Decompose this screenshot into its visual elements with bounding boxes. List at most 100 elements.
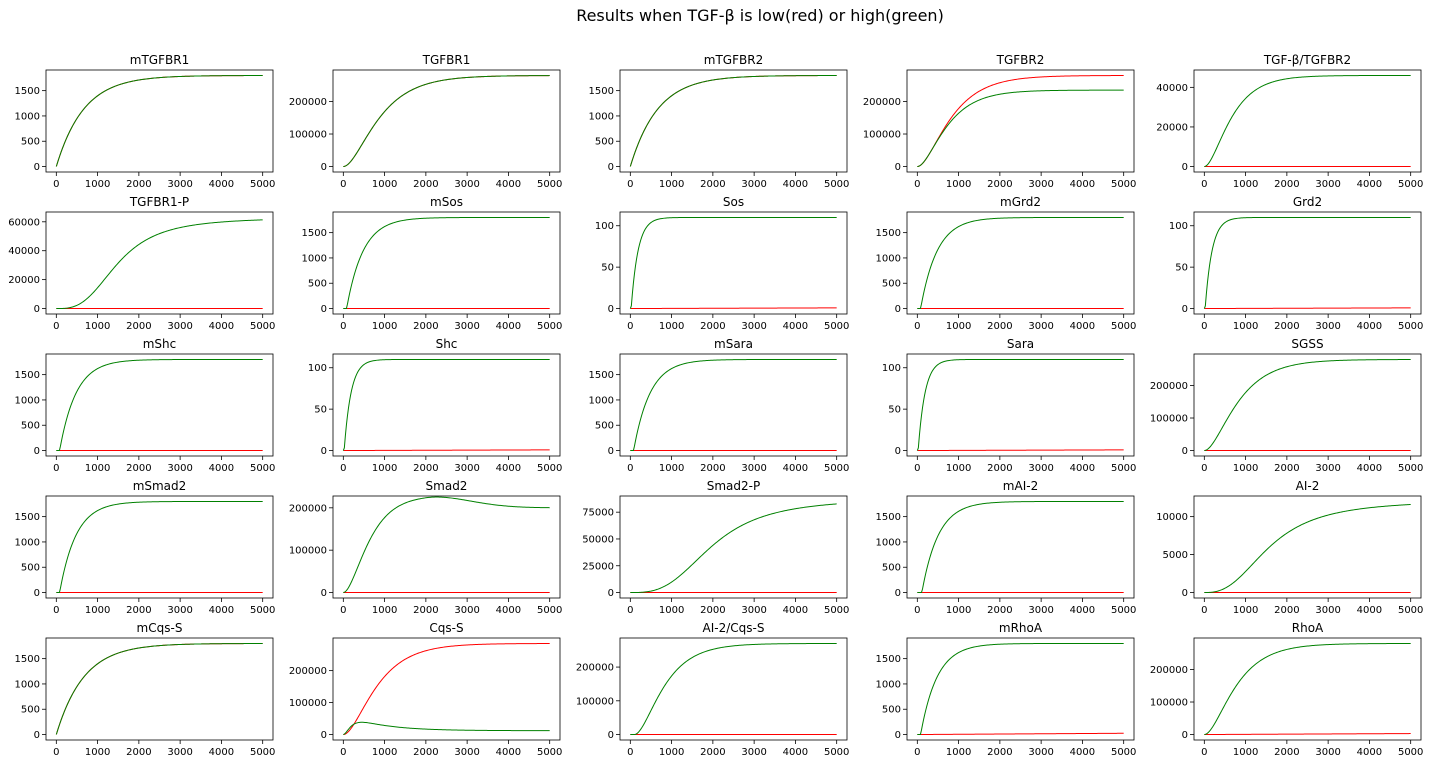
x-tick-label: 1000: [1233, 179, 1258, 190]
subplot-title: Smad2-P: [707, 479, 760, 493]
x-tick-label: 1000: [85, 605, 110, 616]
y-tick-label: 200000: [1150, 381, 1188, 392]
subplot-title: mShc: [143, 337, 177, 351]
high-tgf-line: [1204, 504, 1411, 594]
y-tick-label: 25000: [582, 561, 614, 572]
x-tick-label: 4000: [496, 321, 521, 332]
x-tick-label: 3000: [167, 747, 192, 758]
x-tick-label: 3000: [454, 605, 479, 616]
x-tick-label: 3000: [167, 321, 192, 332]
y-tick-label: 500: [595, 421, 614, 432]
x-tick-label: 3000: [167, 463, 192, 474]
subplot-title: mTGFBR1: [130, 53, 189, 67]
y-tick-label: 100: [882, 363, 901, 374]
high-tgf-line: [917, 89, 1124, 168]
axes-frame: [332, 211, 561, 315]
subplot-9: mGrd2 0 1000 2000 3000 4000 5000 0 500 1000 1500: [876, 195, 1137, 332]
axes-frame: [1193, 637, 1422, 741]
axes-frame: [906, 69, 1135, 173]
x-tick-label: 2000: [987, 747, 1012, 758]
x-tick-label: 0: [1201, 321, 1207, 332]
x-tick-label: 5000: [824, 605, 849, 616]
low-tgf-line: [629, 75, 837, 167]
y-tick-label: 1000: [15, 679, 40, 690]
x-tick-label: 0: [914, 747, 920, 758]
x-tick-label: 2000: [126, 179, 151, 190]
x-tick-label: 5000: [537, 747, 562, 758]
y-tick-label: 40000: [8, 246, 40, 257]
x-tick-label: 0: [53, 463, 59, 474]
x-tick-label: 3000: [741, 179, 766, 190]
subplot-title: Sara: [1007, 337, 1034, 351]
subplot-title: mTGFBR2: [704, 53, 763, 67]
x-tick-label: 1000: [1233, 605, 1258, 616]
subplot-25: RhoA 0 1000 2000 3000 4000 5000 0 100000 200000: [1150, 621, 1424, 758]
subplot-title: TGFBR2: [996, 53, 1045, 67]
x-tick-label: 2000: [987, 463, 1012, 474]
x-tick-label: 0: [53, 747, 59, 758]
y-tick-label: 50: [314, 405, 327, 416]
y-tick-label: 1500: [15, 512, 40, 523]
y-tick-label: 0: [895, 162, 901, 173]
x-tick-label: 3000: [1028, 605, 1053, 616]
y-tick-label: 60000: [8, 217, 40, 228]
x-tick-label: 1000: [372, 605, 397, 616]
x-tick-label: 4000: [209, 463, 234, 474]
x-tick-label: 2000: [1274, 179, 1299, 190]
y-tick-label: 0: [34, 304, 40, 315]
y-tick-label: 500: [21, 137, 40, 148]
x-tick-label: 2000: [987, 605, 1012, 616]
x-tick-label: 5000: [1398, 463, 1423, 474]
high-tgf-line: [917, 642, 1124, 736]
axes-frame: [906, 353, 1135, 457]
x-tick-label: 4000: [1357, 321, 1382, 332]
y-tick-label: 0: [321, 162, 327, 173]
x-tick-label: 5000: [537, 179, 562, 190]
x-tick-label: 5000: [537, 605, 562, 616]
x-tick-label: 1000: [1233, 747, 1258, 758]
subplot-8: Sos 0 1000 2000 3000 4000 5000 0 50 100: [595, 195, 850, 332]
x-tick-label: 2000: [126, 463, 151, 474]
x-tick-label: 2000: [413, 179, 438, 190]
x-tick-label: 4000: [496, 179, 521, 190]
x-tick-label: 0: [340, 179, 346, 190]
y-tick-label: 20000: [1156, 122, 1188, 133]
x-tick-label: 5000: [1111, 747, 1136, 758]
y-tick-label: 200000: [289, 97, 327, 108]
x-tick-label: 1000: [372, 747, 397, 758]
low-tgf-line: [630, 307, 837, 310]
x-tick-label: 4000: [209, 321, 234, 332]
x-tick-label: 4000: [1070, 747, 1095, 758]
subplot-12: Shc 0 1000 2000 3000 4000 5000 0 50 100: [308, 337, 563, 474]
low-tgf-line: [917, 75, 1124, 168]
x-tick-label: 2000: [700, 463, 725, 474]
x-tick-label: 1000: [659, 463, 684, 474]
x-tick-label: 0: [914, 179, 920, 190]
x-tick-label: 3000: [741, 321, 766, 332]
subplot-18: Smad2-P0 1000 2000 3000 4000 5000025000500007…: [582, 479, 849, 616]
subplot-4: TGFBR2 0 1000 2000 3000 4000 5000 0 100000 200000: [863, 53, 1137, 190]
subplot-23: AI-2/Cqs-S 0 1000 2000 3000 4000 5000 0 100000 20…: [576, 621, 850, 758]
subplot-5: TGF-β/TGFBR2 0 1000 2000 3000 4000 5000 0 20000 4…: [1156, 53, 1423, 190]
y-tick-label: 40000: [1156, 83, 1188, 94]
y-tick-label: 0: [321, 588, 327, 599]
y-tick-label: 20000: [8, 275, 40, 286]
subplot-title: TGFBR1: [422, 53, 471, 67]
x-tick-label: 1000: [946, 179, 971, 190]
x-tick-label: 3000: [1315, 463, 1340, 474]
y-tick-label: 1500: [876, 654, 901, 665]
x-tick-label: 0: [1201, 747, 1207, 758]
x-tick-label: 5000: [250, 605, 275, 616]
x-tick-label: 2000: [413, 463, 438, 474]
y-tick-label: 0: [895, 588, 901, 599]
y-tick-label: 200000: [289, 503, 327, 514]
subplot-title: SGSS: [1291, 337, 1323, 351]
x-tick-label: 2000: [126, 321, 151, 332]
low-tgf-line: [343, 449, 550, 452]
x-tick-label: 1000: [1233, 321, 1258, 332]
x-tick-label: 3000: [1315, 747, 1340, 758]
x-tick-label: 0: [627, 747, 633, 758]
x-tick-label: 0: [914, 605, 920, 616]
x-tick-label: 3000: [1028, 463, 1053, 474]
